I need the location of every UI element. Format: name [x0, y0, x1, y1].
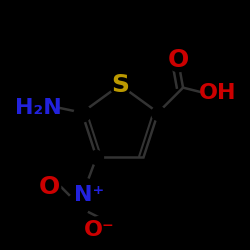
Text: H₂N: H₂N	[15, 98, 62, 118]
Text: N⁺: N⁺	[74, 185, 104, 205]
Text: O⁻: O⁻	[84, 220, 114, 240]
Text: OH: OH	[199, 83, 237, 103]
Text: S: S	[111, 73, 129, 97]
Text: O: O	[38, 175, 60, 199]
Text: O: O	[168, 48, 189, 72]
